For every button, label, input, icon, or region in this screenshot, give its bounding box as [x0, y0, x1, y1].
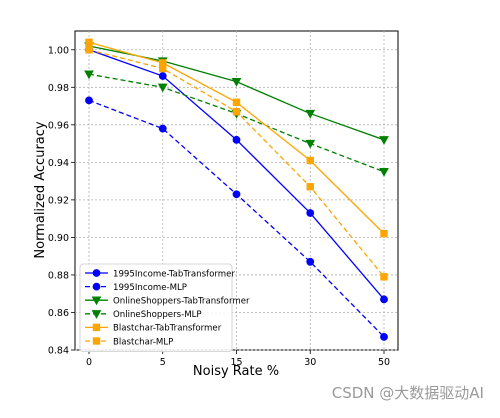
data-point [158, 124, 167, 133]
data-point [85, 38, 93, 46]
legend-label: Blastchar-TabTransformer [113, 324, 222, 334]
data-point [306, 156, 314, 165]
x-tick-label: 15 [230, 357, 242, 368]
y-tick-label: 1.00 [48, 45, 69, 56]
legend-swatch-marker [92, 337, 101, 345]
legend-item: OnlineShoppers-MLP [85, 310, 202, 320]
data-point [305, 109, 316, 119]
legend-label: Blastchar-MLP [113, 337, 173, 347]
data-point [84, 70, 94, 80]
y-tick-label: 0.86 [48, 308, 69, 319]
legend-item: OnlineShoppers-TabTransformer [85, 296, 250, 307]
legend: 1995Income-TabTransformer 1995Income-MLP O… [79, 263, 250, 352]
data-point [157, 83, 168, 93]
y-tick-label: 0.84 [48, 346, 69, 357]
x-tick-label: 0 [86, 357, 92, 368]
legend-label: OnlineShoppers-MLP [113, 310, 202, 320]
data-point [379, 136, 389, 145]
legend-item: 1995Income-TabTransformer [85, 269, 235, 279]
y-tick-label: 0.88 [48, 270, 69, 281]
legend-swatch-marker [91, 296, 102, 306]
legend-item: Blastchar-TabTransformer [85, 323, 222, 334]
y-axis: 0.84 0.86 0.88 0.90 0.92 0.94 0.96 0.98 1.00 [48, 45, 75, 357]
legend-swatch-marker [92, 269, 101, 277]
data-point [232, 190, 241, 199]
y-tick-label: 0.98 [48, 83, 69, 94]
data-point [380, 295, 388, 304]
data-point [85, 46, 93, 54]
legend-label: 1995Income-MLP [113, 283, 187, 293]
y-axis-label: Normalized Accuracy [33, 121, 48, 259]
series-5 [85, 46, 388, 281]
data-point [232, 135, 241, 144]
data-point [380, 273, 388, 281]
data-point [231, 77, 242, 87]
data-point [305, 139, 316, 149]
data-point [379, 168, 389, 177]
x-axis-label: Noisy Rate % [193, 364, 279, 379]
data-point [159, 64, 167, 73]
x-tick-label: 5 [160, 357, 166, 368]
legend-item: 1995Income-MLP [85, 282, 187, 293]
data-point [232, 107, 241, 116]
legend-swatch-marker [92, 323, 101, 332]
data-point [232, 98, 241, 107]
data-point [85, 96, 93, 105]
legend-label: 1995Income-TabTransformer [113, 269, 235, 279]
data-point [306, 183, 314, 191]
legend-label: OnlineShoppers-TabTransformer [113, 297, 250, 307]
series-4 [85, 38, 388, 238]
x-tick-label: 30 [304, 357, 316, 368]
y-tick-label: 0.90 [48, 233, 69, 244]
watermark-text: CSDN @大数据驱动AI [331, 384, 484, 402]
y-tick-label: 0.96 [48, 120, 69, 131]
data-point [380, 229, 388, 238]
data-point [158, 72, 167, 80]
series-group [84, 38, 389, 341]
y-tick-label: 0.92 [48, 195, 69, 206]
data-point [306, 209, 315, 217]
y-tick-label: 0.94 [48, 158, 69, 169]
data-point [306, 257, 315, 266]
series-1 [85, 96, 388, 341]
x-tick-label: 50 [378, 357, 390, 368]
legend-swatch-marker [91, 310, 102, 319]
legend-item: Blastchar-MLP [85, 337, 173, 347]
legend-swatch-marker [92, 282, 101, 291]
legend-box [79, 263, 233, 352]
data-point [380, 332, 388, 341]
